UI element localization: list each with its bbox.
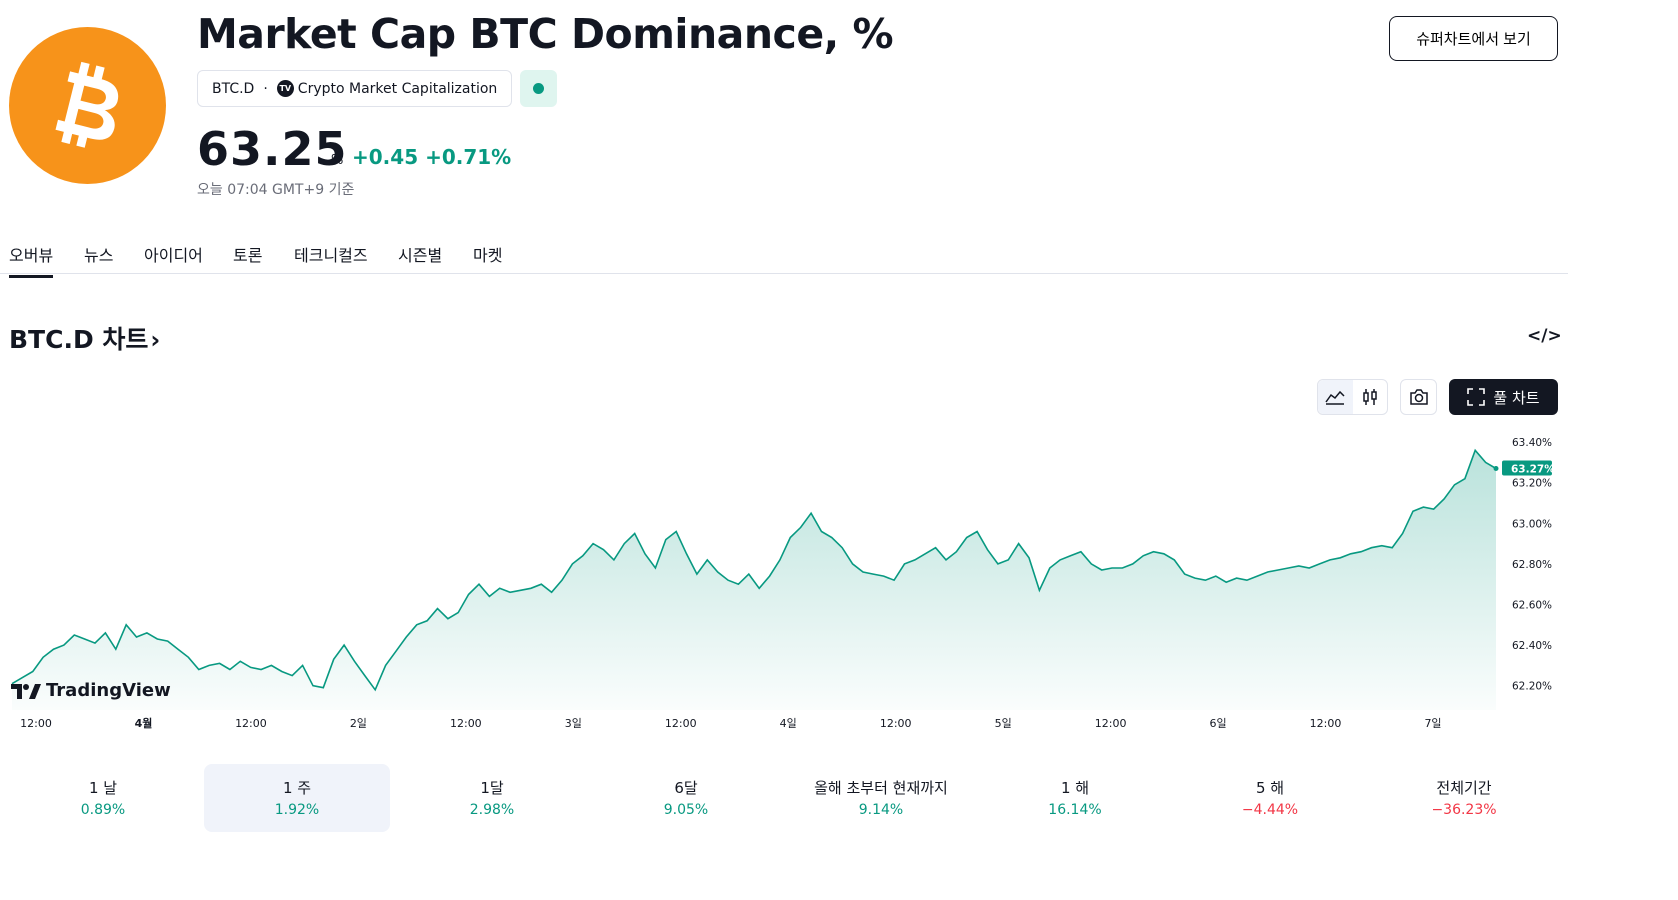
- period-change: −4.44%: [1241, 802, 1299, 818]
- period-change: 0.89%: [80, 802, 126, 818]
- price-chart[interactable]: 63.40% 63.20% 63.00% 62.80% 62.60% 62.40% 62.2…: [0, 420, 1568, 750]
- x-tick-label: 3일: [565, 716, 582, 730]
- y-tick-label: 62.60%: [1512, 600, 1552, 612]
- price-value: 63.25: [197, 122, 348, 176]
- tradingview-mini-icon: TV: [276, 80, 294, 97]
- performance-periods: 1 날 0.89% 1 주 1.92% 1달 2.98% 6달 9.05% 올해 초부터 현재까…: [0, 764, 1568, 832]
- period-item[interactable]: 올해 초부터 현재까지 9.14%: [788, 764, 974, 832]
- symbol-label: BTC.D: [212, 80, 255, 97]
- x-tick-label: 2일: [350, 716, 367, 730]
- camera-icon: [1409, 389, 1428, 405]
- x-tick-label: 12:00: [1095, 717, 1127, 730]
- price-unit: %: [331, 153, 344, 168]
- period-label: 1달: [480, 779, 504, 797]
- period-change: 9.05%: [663, 802, 709, 818]
- candles-icon: [1363, 389, 1377, 405]
- view-in-supercharts-button[interactable]: 슈퍼차트에서 보기: [1389, 16, 1558, 61]
- x-tick-label: 12:00: [880, 717, 912, 730]
- separator: ·: [263, 80, 268, 97]
- as-of-time: 오늘 07:04 GMT+9 기준: [197, 182, 355, 198]
- period-item[interactable]: 1 해 16.14%: [982, 764, 1168, 832]
- source-label: Crypto Market Capitalization: [297, 80, 498, 97]
- period-label: 5 해: [1255, 779, 1285, 797]
- tab-bar: 오버뷰 뉴스 아이디어 토론 테크니컬즈 시즌별 마켓: [0, 238, 1568, 278]
- period-change: 16.14%: [1048, 802, 1102, 818]
- x-tick-label: 7일: [1424, 716, 1441, 730]
- period-change: 1.92%: [274, 802, 320, 818]
- chart-style-toggle: [1317, 379, 1388, 415]
- x-tick-label: 6일: [1210, 716, 1227, 730]
- tab-news[interactable]: 뉴스: [84, 246, 114, 265]
- period-item[interactable]: 1 주 1.92%: [204, 764, 390, 832]
- status-dot-icon: [533, 83, 544, 94]
- embed-code-icon[interactable]: </>: [1527, 326, 1562, 346]
- area-chart-icon: [1325, 390, 1345, 405]
- price-change: +0.45 +0.71%: [352, 145, 512, 169]
- tab-ideas[interactable]: 아이디어: [144, 246, 203, 265]
- last-value-label: 63.27%: [1511, 464, 1555, 476]
- area-chart-button[interactable]: [1318, 380, 1353, 414]
- x-tick-label: 12:00: [450, 717, 482, 730]
- period-label: 1 날: [88, 779, 118, 797]
- bitcoin-logo: [9, 27, 166, 184]
- last-point-marker: [1493, 466, 1499, 472]
- period-change: 2.98%: [469, 802, 515, 818]
- tab-technicals[interactable]: 테크니컬즈: [294, 246, 368, 265]
- period-item[interactable]: 5 해 −4.44%: [1177, 764, 1363, 832]
- period-item[interactable]: 1달 2.98%: [399, 764, 585, 832]
- series-area: [12, 450, 1496, 710]
- tab-overview[interactable]: 오버뷰: [9, 242, 54, 278]
- x-tick-label: 12:00: [665, 717, 697, 730]
- series-line: [11, 448, 1497, 692]
- chart-section-title[interactable]: BTC.D 차트›: [9, 320, 160, 356]
- period-item[interactable]: 6달 9.05%: [593, 764, 779, 832]
- last-value-badge: [1502, 460, 1552, 476]
- x-tick-label: 12:00: [20, 717, 52, 730]
- x-tick-label: 5일: [995, 716, 1012, 730]
- fullscreen-icon: [1467, 388, 1486, 406]
- period-change: 9.14%: [858, 802, 904, 818]
- full-chart-label: 풀 차트: [1493, 388, 1540, 407]
- screenshot-button[interactable]: [1400, 379, 1437, 415]
- page-title: Market Cap BTC Dominance, %: [197, 10, 894, 58]
- y-tick-label: 62.40%: [1512, 640, 1552, 652]
- period-change: −36.23%: [1431, 802, 1497, 818]
- period-label: 전체기간: [1436, 779, 1492, 797]
- period-label: 1 해: [1060, 779, 1090, 797]
- y-tick-label: 63.00%: [1512, 518, 1552, 530]
- tab-discussion[interactable]: 토론: [233, 246, 263, 265]
- x-tick-label: 12:00: [1310, 717, 1342, 730]
- x-tick-label: 4일: [780, 716, 797, 730]
- symbol-chip[interactable]: BTC.D · TV Crypto Market Capitalization: [197, 70, 513, 107]
- candles-chart-button[interactable]: [1353, 380, 1388, 414]
- brand-name: TradingView: [46, 680, 171, 701]
- period-label: 올해 초부터 현재까지: [814, 779, 948, 797]
- y-tick-label: 63.40%: [1512, 437, 1552, 449]
- full-chart-button[interactable]: 풀 차트: [1449, 379, 1558, 415]
- y-tick-label: 62.20%: [1512, 681, 1552, 693]
- tradingview-brand[interactable]: TradingView: [10, 680, 171, 701]
- y-tick-label: 62.80%: [1512, 559, 1552, 571]
- bitcoin-icon: [55, 61, 118, 148]
- chevron-right-icon: ›: [150, 326, 161, 354]
- x-tick-label: 12:00: [235, 717, 267, 730]
- period-item[interactable]: 전체기간 −36.23%: [1371, 764, 1557, 832]
- period-item[interactable]: 1 날 0.89%: [10, 764, 196, 832]
- tab-markets[interactable]: 마켓: [473, 246, 503, 265]
- tradingview-logo-icon: [11, 683, 41, 699]
- tab-seasonals[interactable]: 시즌별: [398, 246, 443, 265]
- x-tick-label: 4월: [135, 716, 153, 730]
- period-label: 1 주: [282, 779, 312, 797]
- period-label: 6달: [674, 779, 698, 797]
- y-tick-label: 63.20%: [1512, 478, 1552, 490]
- chart-section-label: BTC.D 차트: [9, 325, 149, 354]
- market-status-badge[interactable]: [520, 70, 557, 107]
